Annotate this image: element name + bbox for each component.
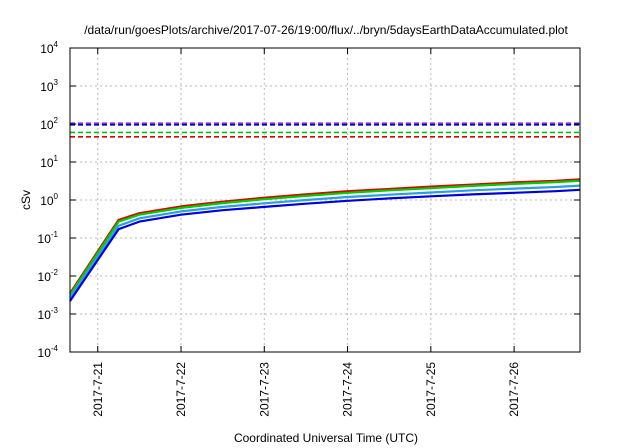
x-tick-label: 2017-7-26 [507, 362, 521, 417]
x-axis-label: Coordinated Universal Time (UTC) [234, 431, 418, 445]
chart-title: /data/run/goesPlots/archive/2017-07-26/1… [84, 23, 568, 37]
y-tick-exponent: -2 [51, 268, 59, 277]
y-tick-exponent: 3 [54, 78, 59, 87]
grid [70, 48, 580, 352]
y-tick-label: 10-2 [38, 268, 59, 284]
y-tick-exponent: -4 [51, 344, 59, 353]
y-tick-label: 101 [40, 154, 58, 170]
y-tick-label: 102 [40, 116, 58, 132]
x-tick-label: 2017-7-24 [341, 362, 355, 417]
x-tick-label: 2017-7-21 [91, 362, 105, 417]
threshold-lines [70, 122, 580, 138]
series-line [69, 178, 581, 294]
y-tick-label: 10-3 [38, 306, 59, 322]
y-axis-label: cSv [19, 190, 33, 210]
y-tick-label: 10-4 [38, 344, 59, 360]
y-tick-label: 103 [40, 78, 58, 94]
axis-ticks [70, 47, 580, 353]
y-tick-exponent: -3 [51, 306, 59, 315]
y-tick-exponent: 4 [54, 40, 59, 49]
x-tick-label: 2017-7-22 [174, 362, 188, 417]
series-line [69, 188, 581, 302]
y-tick-exponent: 0 [54, 192, 59, 201]
x-tick-label: 2017-7-23 [257, 362, 271, 417]
y-tick-exponent: 2 [54, 116, 59, 125]
y-tick-label: 10-1 [38, 230, 59, 246]
y-tick-exponent: -1 [51, 230, 59, 239]
series-lines [69, 178, 581, 302]
y-tick-label: 104 [40, 40, 58, 56]
y-tick-label: 100 [40, 192, 58, 208]
series-line [69, 179, 581, 296]
y-tick-exponent: 1 [54, 154, 59, 163]
x-tick-labels: 2017-7-21 2017-7-22 2017-7-23 2017-7-24 2017… [91, 362, 521, 417]
x-tick-label: 2017-7-25 [424, 362, 438, 417]
series-line [69, 184, 581, 299]
